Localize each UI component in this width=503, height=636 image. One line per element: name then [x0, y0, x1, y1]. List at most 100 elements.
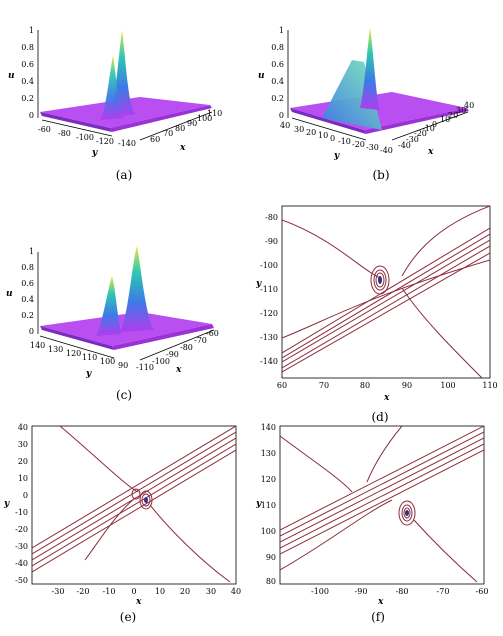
x-tick: -70 [437, 587, 450, 596]
x-axis-label: x [179, 143, 186, 153]
y-tick: -120 [260, 309, 278, 318]
y-tick: -20 [15, 525, 28, 534]
x-tick: 110 [207, 109, 222, 118]
y-tick: 80 [266, 577, 276, 586]
y-tick: 110 [82, 353, 97, 362]
panel-a: 0 0.2 0.4 0.6 0.8 1 u -60 -80 -100 -120 … [0, 0, 250, 190]
y-tick: 10 [318, 131, 328, 140]
y-tick: -140 [260, 357, 278, 366]
x-tick: 40 [231, 587, 241, 596]
caption-f: (f) [371, 610, 385, 624]
x-tick: 20 [180, 587, 190, 596]
y-axis-label: y [255, 499, 262, 509]
y-axis-label: y [85, 369, 92, 379]
x-tick: -10 [422, 124, 435, 133]
x-tick: 30 [456, 106, 466, 115]
y-tick: 30 [18, 440, 28, 449]
x-tick: -100 [152, 357, 170, 366]
y-tick: -60 [38, 125, 51, 134]
y-tick: 120 [66, 349, 81, 358]
x-tick: -80 [180, 343, 193, 352]
y-tick: 130 [261, 449, 276, 458]
y-tick: 90 [118, 361, 128, 370]
y-tick: 110 [261, 501, 276, 510]
y-tick: -50 [15, 576, 28, 585]
x-axis-label: x [377, 597, 384, 607]
x-tick: -20 [77, 587, 90, 596]
y-tick: -120 [96, 137, 114, 146]
z-axis-label: u [6, 289, 13, 299]
y-tick: 100 [100, 357, 115, 366]
x-tick: 20 [448, 111, 458, 120]
z-tick: 0.4 [271, 77, 284, 86]
y-axis-label: y [91, 148, 98, 158]
x-tick: 80 [175, 124, 185, 133]
z-axis-label: u [258, 71, 265, 81]
y-tick: -20 [352, 140, 365, 149]
y-tick: -100 [76, 133, 94, 142]
caption-b: (b) [372, 168, 390, 182]
y-tick: 140 [261, 423, 276, 432]
x-tick: -90 [355, 587, 368, 596]
y-tick: 100 [261, 527, 276, 536]
z-tick: 0.6 [21, 60, 34, 69]
y-tick: 140 [30, 341, 45, 350]
contour-plot-e: 40 30 20 10 0 -10 -20 -30 -40 -50 y -30 … [3, 423, 241, 607]
x-tick: 100 [197, 114, 212, 123]
y-tick: -40 [380, 146, 393, 155]
caption-d: (d) [371, 410, 389, 424]
x-axis-label: x [383, 393, 390, 403]
panel-e: 40 30 20 10 0 -10 -20 -30 -40 -50 y -30 … [0, 420, 250, 610]
z-tick: 0.6 [271, 60, 284, 69]
surface-plot-b: 0 0.2 0.4 0.6 0.8 1 u 40 30 20 10 0 -10 … [258, 26, 474, 161]
x-tick: 90 [402, 381, 412, 390]
x-tick: 0 [131, 587, 136, 596]
x-tick: 60 [277, 381, 287, 390]
x-tick: -110 [136, 363, 154, 372]
caption-c: (c) [115, 388, 133, 402]
z-tick: 0.2 [21, 94, 34, 103]
z-tick: 0.4 [21, 77, 34, 86]
x-tick: -10 [103, 587, 116, 596]
x-axis-label: x [135, 597, 142, 607]
x-tick: -60 [206, 329, 219, 338]
x-tick: -40 [398, 141, 411, 150]
y-tick: -130 [260, 333, 278, 342]
z-tick: 0.6 [21, 279, 34, 288]
contour-plot-f: 140 130 120 110 100 90 80 y -100 -90 -80… [255, 423, 488, 607]
x-tick: 90 [187, 119, 197, 128]
z-tick: 0.2 [21, 311, 34, 320]
x-tick: 70 [319, 381, 329, 390]
z-tick: 0 [29, 327, 34, 336]
y-tick: -80 [58, 129, 71, 138]
y-axis-label: y [3, 499, 10, 509]
z-tick: 0.2 [271, 94, 284, 103]
z-tick: 0 [29, 111, 34, 120]
z-tick: 0.4 [21, 295, 34, 304]
x-axis-label: x [427, 147, 434, 157]
y-tick: 30 [294, 125, 304, 134]
x-tick: -30 [406, 135, 419, 144]
panel-b: 0 0.2 0.4 0.6 0.8 1 u 40 30 20 10 0 -10 … [252, 0, 503, 190]
y-tick: 20 [18, 457, 28, 466]
contour-plot-d: -80 -90 -100 -110 -120 -130 -140 y 60 70… [255, 205, 498, 403]
surface-plot-c: 0 0.2 0.4 0.6 0.8 1 u 140 130 120 110 10… [6, 246, 219, 379]
x-tick: 10 [155, 587, 165, 596]
y-tick: 40 [18, 423, 28, 432]
z-tick: 1 [29, 247, 34, 256]
y-tick: 130 [48, 345, 63, 354]
y-tick: -30 [15, 542, 28, 551]
y-tick: -80 [265, 213, 278, 222]
x-tick: 40 [464, 101, 474, 110]
x-tick: -20 [414, 129, 427, 138]
y-tick: -90 [265, 237, 278, 246]
y-tick: 10 [18, 474, 28, 483]
x-tick: -70 [194, 336, 207, 345]
y-tick: -110 [260, 285, 278, 294]
panel-d: -80 -90 -100 -110 -120 -130 -140 y 60 70… [252, 198, 503, 408]
z-tick: 1 [279, 26, 284, 35]
x-tick: 60 [150, 135, 160, 144]
y-axis-label: y [255, 279, 262, 289]
z-tick: 0 [279, 111, 284, 120]
x-tick: 30 [206, 587, 216, 596]
